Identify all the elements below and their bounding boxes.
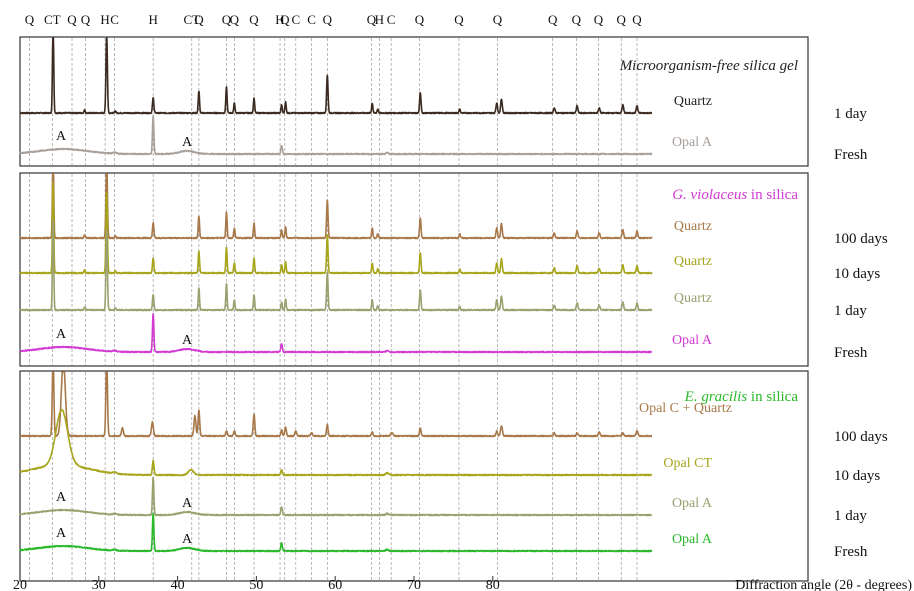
series-name: 1 day bbox=[834, 106, 867, 122]
phase-label: Opal A bbox=[672, 333, 713, 348]
amorphous-annotation: A bbox=[56, 129, 67, 144]
phase-marker-label: Q bbox=[572, 12, 582, 27]
panel-1: Microorganism-free silica gel Quartz 1 day… bbox=[19, 37, 868, 163]
phase-marker-label: Q bbox=[81, 12, 91, 27]
phase-marker-label: Q bbox=[493, 12, 503, 27]
amorphous-annotation: A bbox=[56, 526, 67, 541]
phase-marker-label: H bbox=[100, 12, 109, 27]
series-name: 1 day bbox=[834, 508, 867, 524]
phase-label: Opal A bbox=[672, 135, 713, 150]
x-axis: 20 30 40 50 60 70 80 Diffraction angle (2θ - de… bbox=[13, 576, 912, 591]
amorphous-annotation: A bbox=[182, 135, 193, 150]
series-line bbox=[19, 219, 653, 312]
phase-marker-label: Q bbox=[67, 12, 77, 27]
series-name: 10 days bbox=[834, 468, 880, 484]
panel-frame-2 bbox=[19, 172, 809, 367]
phase-reference-lines bbox=[29, 38, 638, 580]
phase-marker-label: Q bbox=[222, 12, 232, 27]
phase-marker-label: Q bbox=[454, 12, 464, 27]
panel-frame-1 bbox=[19, 36, 809, 167]
x-tick-label: 30 bbox=[92, 578, 106, 591]
series-line bbox=[19, 371, 653, 438]
phase-label: Quartz bbox=[674, 291, 712, 306]
amorphous-annotation: A bbox=[56, 327, 67, 342]
series-line bbox=[19, 37, 653, 115]
phase-label: Opal CT bbox=[663, 456, 712, 471]
series-line bbox=[19, 512, 653, 553]
phase-marker-label: CT bbox=[183, 12, 200, 27]
series-name: 100 days bbox=[834, 429, 888, 445]
phase-marker-label: Q bbox=[617, 12, 627, 27]
series-line bbox=[19, 313, 653, 354]
x-tick-label: 40 bbox=[171, 578, 185, 591]
series-name: 100 days bbox=[834, 231, 888, 247]
amorphous-annotation: A bbox=[182, 496, 193, 511]
phase-marker-label: Q bbox=[323, 12, 333, 27]
phase-label: Quartz bbox=[674, 254, 712, 269]
x-tick-label: 80 bbox=[486, 578, 500, 591]
series-line bbox=[19, 173, 653, 240]
series-line bbox=[19, 408, 653, 477]
phase-marker-label: C bbox=[110, 12, 119, 27]
phase-marker-label: H bbox=[149, 12, 158, 27]
amorphous-annotation: A bbox=[56, 490, 67, 505]
series-line bbox=[19, 476, 653, 517]
series-name: 10 days bbox=[834, 266, 880, 282]
panel-2: G. violaceus in silica Quartz 100 days Quar… bbox=[19, 173, 888, 361]
x-tick-label: 70 bbox=[407, 578, 421, 591]
series-line bbox=[19, 115, 653, 156]
series-name: Fresh bbox=[834, 345, 868, 361]
phase-label: Quartz bbox=[674, 94, 712, 109]
phase-marker-label: C bbox=[387, 12, 396, 27]
phase-marker-label: Q bbox=[415, 12, 425, 27]
phase-marker-label: CT bbox=[44, 12, 61, 27]
phase-label: Opal A bbox=[672, 532, 713, 547]
phase-marker-label: Q bbox=[249, 12, 259, 27]
series-line bbox=[19, 181, 653, 275]
panel-title: E. gracilis in silica bbox=[684, 389, 799, 405]
series-name: Fresh bbox=[834, 147, 868, 163]
x-tick-label: 60 bbox=[328, 578, 342, 591]
phase-marker-label: Q bbox=[280, 12, 290, 27]
amorphous-annotation: A bbox=[182, 532, 193, 547]
panel-title: Microorganism-free silica gel bbox=[619, 58, 798, 74]
x-tick-label: 50 bbox=[249, 578, 263, 591]
phase-label: Opal A bbox=[672, 496, 713, 511]
phase-marker-label: Q bbox=[25, 12, 35, 27]
phase-marker-label: Q bbox=[367, 12, 377, 27]
phase-marker-label: H bbox=[375, 12, 384, 27]
phase-marker-label: Q bbox=[632, 12, 642, 27]
phase-marker-label: Q bbox=[594, 12, 604, 27]
x-axis-label: Diffraction angle (2θ - degrees) bbox=[735, 578, 912, 591]
amorphous-annotation: A bbox=[182, 333, 193, 348]
x-tick-label: 20 bbox=[13, 578, 27, 591]
phase-label: Quartz bbox=[674, 219, 712, 234]
series-name: 1 day bbox=[834, 303, 867, 319]
phase-label: Opal C + Quartz bbox=[639, 401, 732, 416]
phase-marker-label: Q bbox=[194, 12, 204, 27]
phase-marker-label: Q bbox=[230, 12, 240, 27]
phase-marker-label: C bbox=[307, 12, 316, 27]
phase-marker-label: Q bbox=[548, 12, 558, 27]
phase-marker-label: H bbox=[275, 12, 284, 27]
series-name: Fresh bbox=[834, 544, 868, 560]
phase-marker-label: C bbox=[291, 12, 300, 27]
panel-title: G. violaceus in silica bbox=[672, 187, 798, 203]
